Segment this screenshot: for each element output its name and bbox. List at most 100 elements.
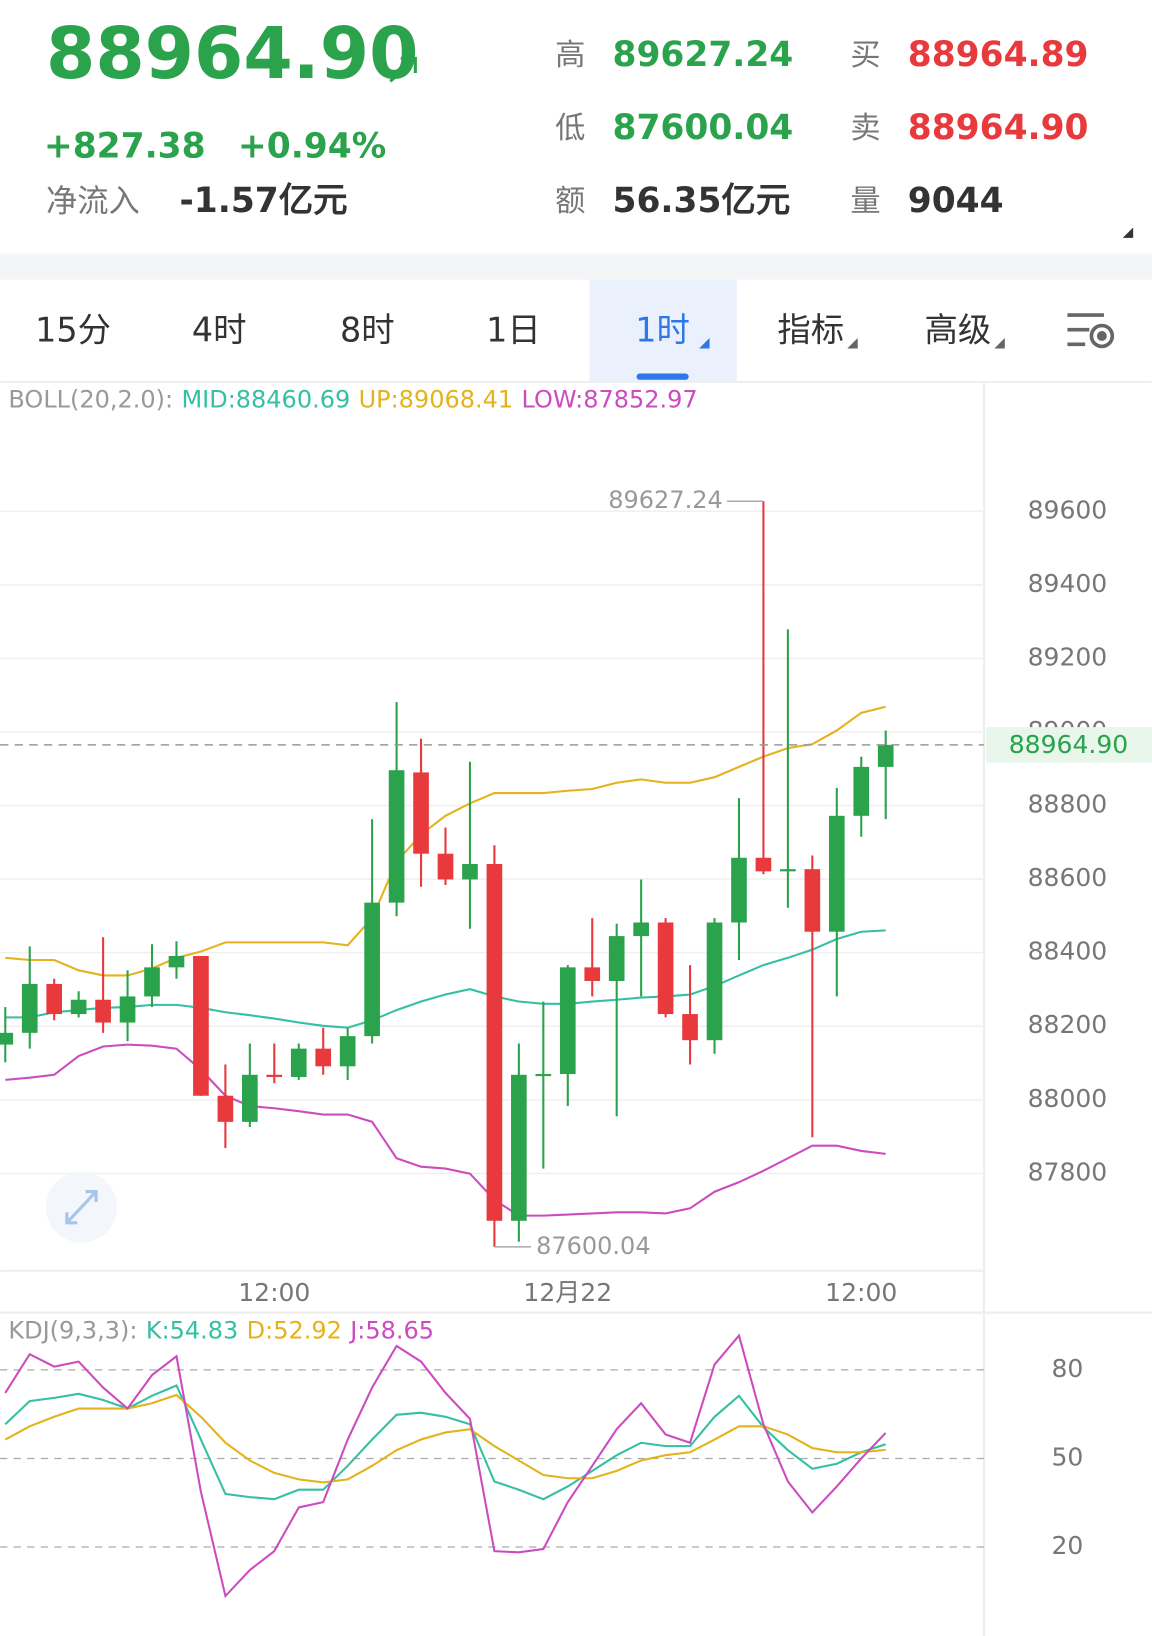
candle-body	[437, 853, 454, 880]
y-tick-label: 80	[1051, 1354, 1083, 1383]
active-tab-indicator	[636, 373, 689, 380]
y-tick-label: 89600	[1028, 495, 1108, 524]
candle-body	[364, 902, 380, 1037]
y-tick-label: 88200	[1028, 1010, 1108, 1039]
candle-body	[682, 1014, 698, 1041]
last-price: 88964.90	[46, 12, 418, 95]
tab-bar: 15分 4时 8时 1日 1时 指标 高级	[35, 279, 1005, 382]
y-tick-label: 88000	[1028, 1084, 1108, 1113]
stat-label: 高	[555, 38, 585, 73]
candle-body	[70, 999, 87, 1015]
stat-value: 56.35亿元	[613, 181, 791, 221]
extreme-marker-label: 89627.24	[608, 486, 722, 514]
legend-entry: D:52.92	[247, 1316, 342, 1344]
candle-body	[168, 955, 185, 968]
up-arrow-icon	[389, 56, 417, 83]
net-inflow-label: 净流入	[46, 183, 140, 219]
candle-body	[46, 983, 63, 1015]
indicator-line	[5, 929, 886, 1029]
stat-value: 88964.90	[908, 108, 1089, 148]
tab[interactable]: 4时	[192, 310, 247, 349]
divider-band	[0, 253, 1152, 280]
legend-entry: J:58.65	[348, 1316, 434, 1344]
price-change: +827.38	[44, 127, 206, 167]
last-price-tag	[986, 727, 1152, 763]
price-change-percent: +0.94%	[238, 127, 386, 167]
tab[interactable]: 指标	[777, 310, 844, 349]
candle-body	[755, 857, 772, 872]
candle-body	[217, 1095, 234, 1122]
tab[interactable]: 1日	[486, 310, 541, 349]
candle-body	[388, 770, 405, 903]
candle-body	[266, 1074, 283, 1077]
candle-body	[608, 936, 625, 981]
candle-body	[511, 1074, 527, 1221]
stat-label: 卖	[850, 111, 880, 146]
candle-body	[462, 864, 478, 880]
stat-label: 量	[850, 184, 880, 219]
candle-body	[242, 1074, 258, 1122]
candle-body	[657, 922, 674, 1015]
net-inflow-value: -1.57亿元	[180, 181, 348, 221]
candle-body	[339, 1036, 356, 1067]
candle-body	[413, 772, 429, 854]
tab[interactable]: 15分	[35, 310, 111, 349]
indicator-line	[4, 1384, 886, 1501]
legend-entry: MID:88460.69	[181, 386, 350, 414]
candle-body	[119, 996, 136, 1023]
last-price-label: 88964.90	[1009, 730, 1128, 759]
candle-body	[780, 869, 796, 872]
candle-body	[193, 955, 209, 1096]
candle-body	[828, 815, 845, 932]
y-tick-label: 88400	[1028, 937, 1108, 966]
dropdown-caret	[847, 338, 858, 349]
fullscreen-button[interactable]	[45, 1171, 117, 1243]
stats: 高 89627.24 低 87600.04 额 56.35亿元 买 88964.89 卖 8896…	[555, 35, 1088, 221]
x-tick-label: 12:00	[825, 1278, 897, 1307]
dropdown-caret	[699, 338, 710, 349]
x-tick-label: 12:00	[238, 1278, 310, 1307]
tab[interactable]: 1时	[635, 310, 690, 349]
tab[interactable]: 高级	[924, 310, 991, 349]
kdj-pane: KDJ(9,3,3): K:54.83 D:52.92 J:58.65 20 50 80	[0, 1316, 1083, 1599]
indicator-line	[5, 1043, 886, 1217]
y-tick-label: 50	[1051, 1442, 1083, 1471]
candle-body	[535, 1074, 552, 1077]
y-tick-label: 88800	[1028, 790, 1108, 819]
candle-body	[877, 744, 894, 767]
candle-body	[144, 967, 160, 997]
y-tick-label: 89400	[1028, 569, 1108, 598]
candle-body	[633, 922, 649, 937]
extreme-marker-label: 87600.04	[536, 1232, 650, 1260]
legend-entry: UP:89068.41	[359, 386, 514, 414]
y-tick-label: 89200	[1028, 642, 1108, 671]
indicator-line	[4, 1333, 887, 1599]
stat-value: 87600.04	[613, 108, 794, 148]
dropdown-caret	[994, 338, 1005, 349]
settings-icon[interactable]	[1067, 313, 1115, 349]
candle-body	[559, 967, 576, 1075]
candle-body	[290, 1048, 307, 1077]
stat-value: 9044	[908, 181, 1004, 221]
stat-label: 买	[850, 38, 880, 73]
candle-body	[486, 864, 503, 1221]
candle-body	[315, 1048, 332, 1067]
candle-body	[804, 869, 821, 932]
candle-body	[584, 967, 601, 981]
candle-body	[95, 999, 111, 1023]
y-tick-label: 87800	[1028, 1157, 1108, 1186]
candle-body	[731, 857, 747, 923]
stat-value: 89627.24	[613, 35, 794, 75]
indicator-label: KDJ(9,3,3):	[8, 1316, 137, 1344]
stat-label: 额	[555, 184, 585, 219]
y-tick-label: 20	[1051, 1531, 1083, 1560]
tab[interactable]: 8时	[340, 310, 395, 349]
active-tab-bg	[589, 279, 737, 382]
y-tick-label: 88600	[1028, 863, 1108, 892]
stat-value: 88964.89	[908, 35, 1089, 75]
expand-triangle[interactable]	[1122, 227, 1134, 238]
indicator-label: BOLL(20,2.0):	[8, 386, 173, 414]
candle-body	[0, 1032, 14, 1045]
